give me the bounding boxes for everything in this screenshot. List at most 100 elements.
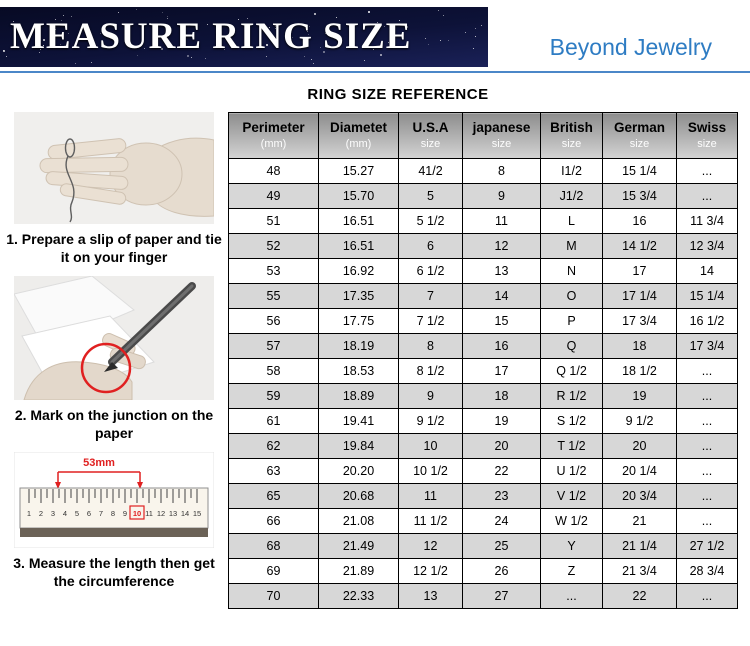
- table-cell: 58: [229, 359, 319, 384]
- table-cell: 18: [463, 384, 541, 409]
- svg-text:15: 15: [193, 509, 201, 518]
- ruler-numbers: 1 2 3 4 5 6 7 8 9 10 11 12 13 14 15: [27, 509, 201, 518]
- table-cell: 9 1/2: [603, 409, 677, 434]
- table-cell: 18 1/2: [603, 359, 677, 384]
- table-cell: 20: [603, 434, 677, 459]
- svg-text:2: 2: [39, 509, 43, 518]
- table-cell: 28 3/4: [677, 559, 738, 584]
- step-3-caption: 3. Measure the length then get the circu…: [6, 555, 222, 590]
- table-cell: 49: [229, 184, 319, 209]
- table-cell: J1/2: [541, 184, 603, 209]
- table-cell: 18.53: [319, 359, 399, 384]
- table-cell: 9: [463, 184, 541, 209]
- ring-size-table: Perimeter (mm) Diametet (mm) U.S.A size japane…: [228, 112, 738, 609]
- table-cell: 6 1/2: [399, 259, 463, 284]
- svg-text:6: 6: [87, 509, 91, 518]
- table-cell: N: [541, 259, 603, 284]
- table-cell: W 1/2: [541, 509, 603, 534]
- table-cell: 25: [463, 534, 541, 559]
- table-cell: 62: [229, 434, 319, 459]
- table-cell: 5 1/2: [399, 209, 463, 234]
- table-cell: Y: [541, 534, 603, 559]
- table-section: RING SIZE REFERENCE Perimeter (mm) Diamete…: [228, 86, 738, 609]
- table-cell: 21.89: [319, 559, 399, 584]
- table-cell: 52: [229, 234, 319, 259]
- table-cell: 17 3/4: [677, 334, 738, 359]
- table-cell: 18: [603, 334, 677, 359]
- step-3: 53mm 1 2 3 4 5 6 7 8 9 10 11 12 13 14 15 3. Measure th…: [6, 452, 222, 590]
- table-row: 53 16.92 6 1/2 13 N 17 14: [229, 259, 738, 284]
- table-cell: ...: [677, 409, 738, 434]
- table-cell: 48: [229, 159, 319, 184]
- table-cell: 24: [463, 509, 541, 534]
- table-cell: 61: [229, 409, 319, 434]
- table-cell: Z: [541, 559, 603, 584]
- table-cell: 15.70: [319, 184, 399, 209]
- table-cell: 17 1/4: [603, 284, 677, 309]
- table-cell: 21.49: [319, 534, 399, 559]
- table-cell: ...: [677, 484, 738, 509]
- table-cell: 15 3/4: [603, 184, 677, 209]
- table-cell: 23: [463, 484, 541, 509]
- table-cell: 66: [229, 509, 319, 534]
- step-1-caption: 1. Prepare a slip of paper and tie it on…: [6, 231, 222, 266]
- svg-text:4: 4: [63, 509, 67, 518]
- table-cell: 14: [677, 259, 738, 284]
- table-cell: R 1/2: [541, 384, 603, 409]
- table-cell: 59: [229, 384, 319, 409]
- table-row: 56 17.75 7 1/2 15 P 17 3/4 16 1/2: [229, 309, 738, 334]
- table-cell: 63: [229, 459, 319, 484]
- svg-text:8: 8: [111, 509, 115, 518]
- table-cell: ...: [677, 159, 738, 184]
- header-divider: [0, 71, 750, 73]
- table-cell: ...: [677, 359, 738, 384]
- table-cell: 12: [399, 534, 463, 559]
- table-cell: 20.68: [319, 484, 399, 509]
- svg-text:5: 5: [75, 509, 79, 518]
- table-cell: ...: [677, 584, 738, 609]
- column-header: Perimeter (mm): [229, 113, 319, 159]
- column-header: British size: [541, 113, 603, 159]
- table-cell: 11: [399, 484, 463, 509]
- table-cell: 17 3/4: [603, 309, 677, 334]
- table-cell: 17: [463, 359, 541, 384]
- table-cell: 56: [229, 309, 319, 334]
- table-cell: 20: [463, 434, 541, 459]
- table-cell: 12 3/4: [677, 234, 738, 259]
- table-cell: 16 1/2: [677, 309, 738, 334]
- table-cell: 17.35: [319, 284, 399, 309]
- table-row: 49 15.70 5 9 J1/2 15 3/4...: [229, 184, 738, 209]
- svg-text:13: 13: [169, 509, 177, 518]
- table-cell: 16: [463, 334, 541, 359]
- ruler-measurement-label: 53mm: [83, 457, 115, 469]
- table-cell: 8: [399, 334, 463, 359]
- column-header: German size: [603, 113, 677, 159]
- column-header: Swiss size: [677, 113, 738, 159]
- table-cell: ...: [677, 459, 738, 484]
- instruction-steps: 1. Prepare a slip of paper and tie it on…: [6, 112, 222, 600]
- table-cell: 20 3/4: [603, 484, 677, 509]
- table-row: 48 15.27 41/2 8 I1/2 15 1/4...: [229, 159, 738, 184]
- table-cell: 7: [399, 284, 463, 309]
- table-cell: 57: [229, 334, 319, 359]
- table-cell: P: [541, 309, 603, 334]
- table-cell: M: [541, 234, 603, 259]
- table-cell: 15: [463, 309, 541, 334]
- table-row: 51 16.51 5 1/2 11 L 16 11 3/4: [229, 209, 738, 234]
- column-header: U.S.A size: [399, 113, 463, 159]
- table-cell: 17.75: [319, 309, 399, 334]
- table-row: 61 19.41 9 1/2 19 S 1/2 9 1/2...: [229, 409, 738, 434]
- table-row: 55 17.35 7 14 O 17 1/4 15 1/4: [229, 284, 738, 309]
- table-cell: 11 3/4: [677, 209, 738, 234]
- table-cell: 8 1/2: [399, 359, 463, 384]
- table-title: RING SIZE REFERENCE: [228, 86, 568, 103]
- table-cell: 20 1/4: [603, 459, 677, 484]
- svg-text:14: 14: [181, 509, 189, 518]
- table-cell: 16: [603, 209, 677, 234]
- table-cell: 9: [399, 384, 463, 409]
- step-1: 1. Prepare a slip of paper and tie it on…: [6, 112, 222, 266]
- title-banner: MEASURE RING SIZE: [0, 7, 488, 67]
- table-cell: 19: [603, 384, 677, 409]
- svg-text:12: 12: [157, 509, 165, 518]
- table-cell: 26: [463, 559, 541, 584]
